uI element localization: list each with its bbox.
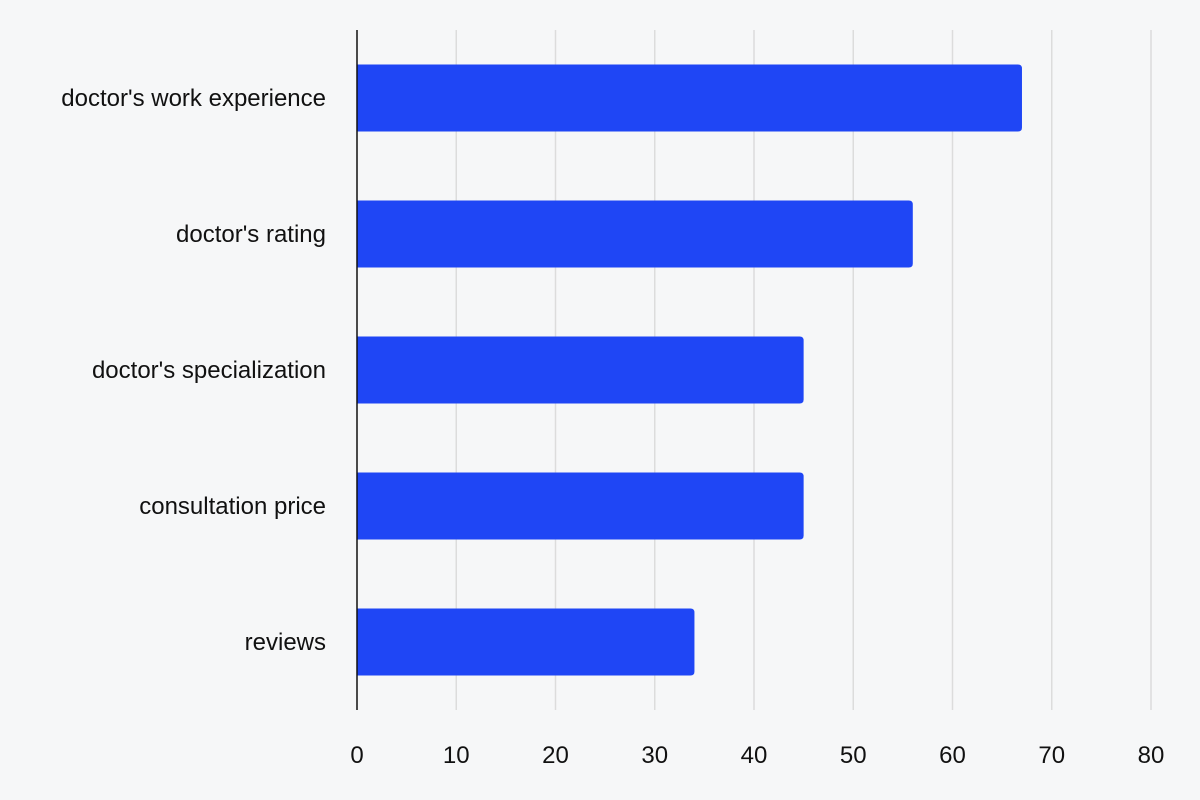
x-tick-label: 70 — [1038, 742, 1065, 769]
x-tick-labels: 0 10 20 30 40 50 60 70 80 — [350, 742, 1164, 769]
x-tick-label: 0 — [350, 742, 363, 769]
bar — [357, 200, 913, 268]
category-label: doctor's rating — [176, 221, 326, 248]
x-tick-label: 60 — [939, 742, 966, 769]
bars — [357, 64, 1022, 676]
category-label: reviews — [245, 629, 326, 656]
bar — [357, 608, 695, 676]
category-labels: doctor's work experience doctor's rating d… — [61, 85, 326, 656]
category-label: doctor's specialization — [92, 357, 326, 384]
bar — [357, 336, 804, 404]
x-tick-label: 30 — [641, 742, 668, 769]
category-label: consultation price — [139, 493, 326, 520]
x-tick-label: 40 — [741, 742, 768, 769]
x-tick-label: 20 — [542, 742, 569, 769]
category-label: doctor's work experience — [61, 85, 326, 112]
bar — [357, 472, 804, 540]
x-tick-label: 10 — [443, 742, 470, 769]
x-tick-label: 50 — [840, 742, 867, 769]
x-tick-label: 80 — [1138, 742, 1165, 769]
bar — [357, 64, 1022, 132]
